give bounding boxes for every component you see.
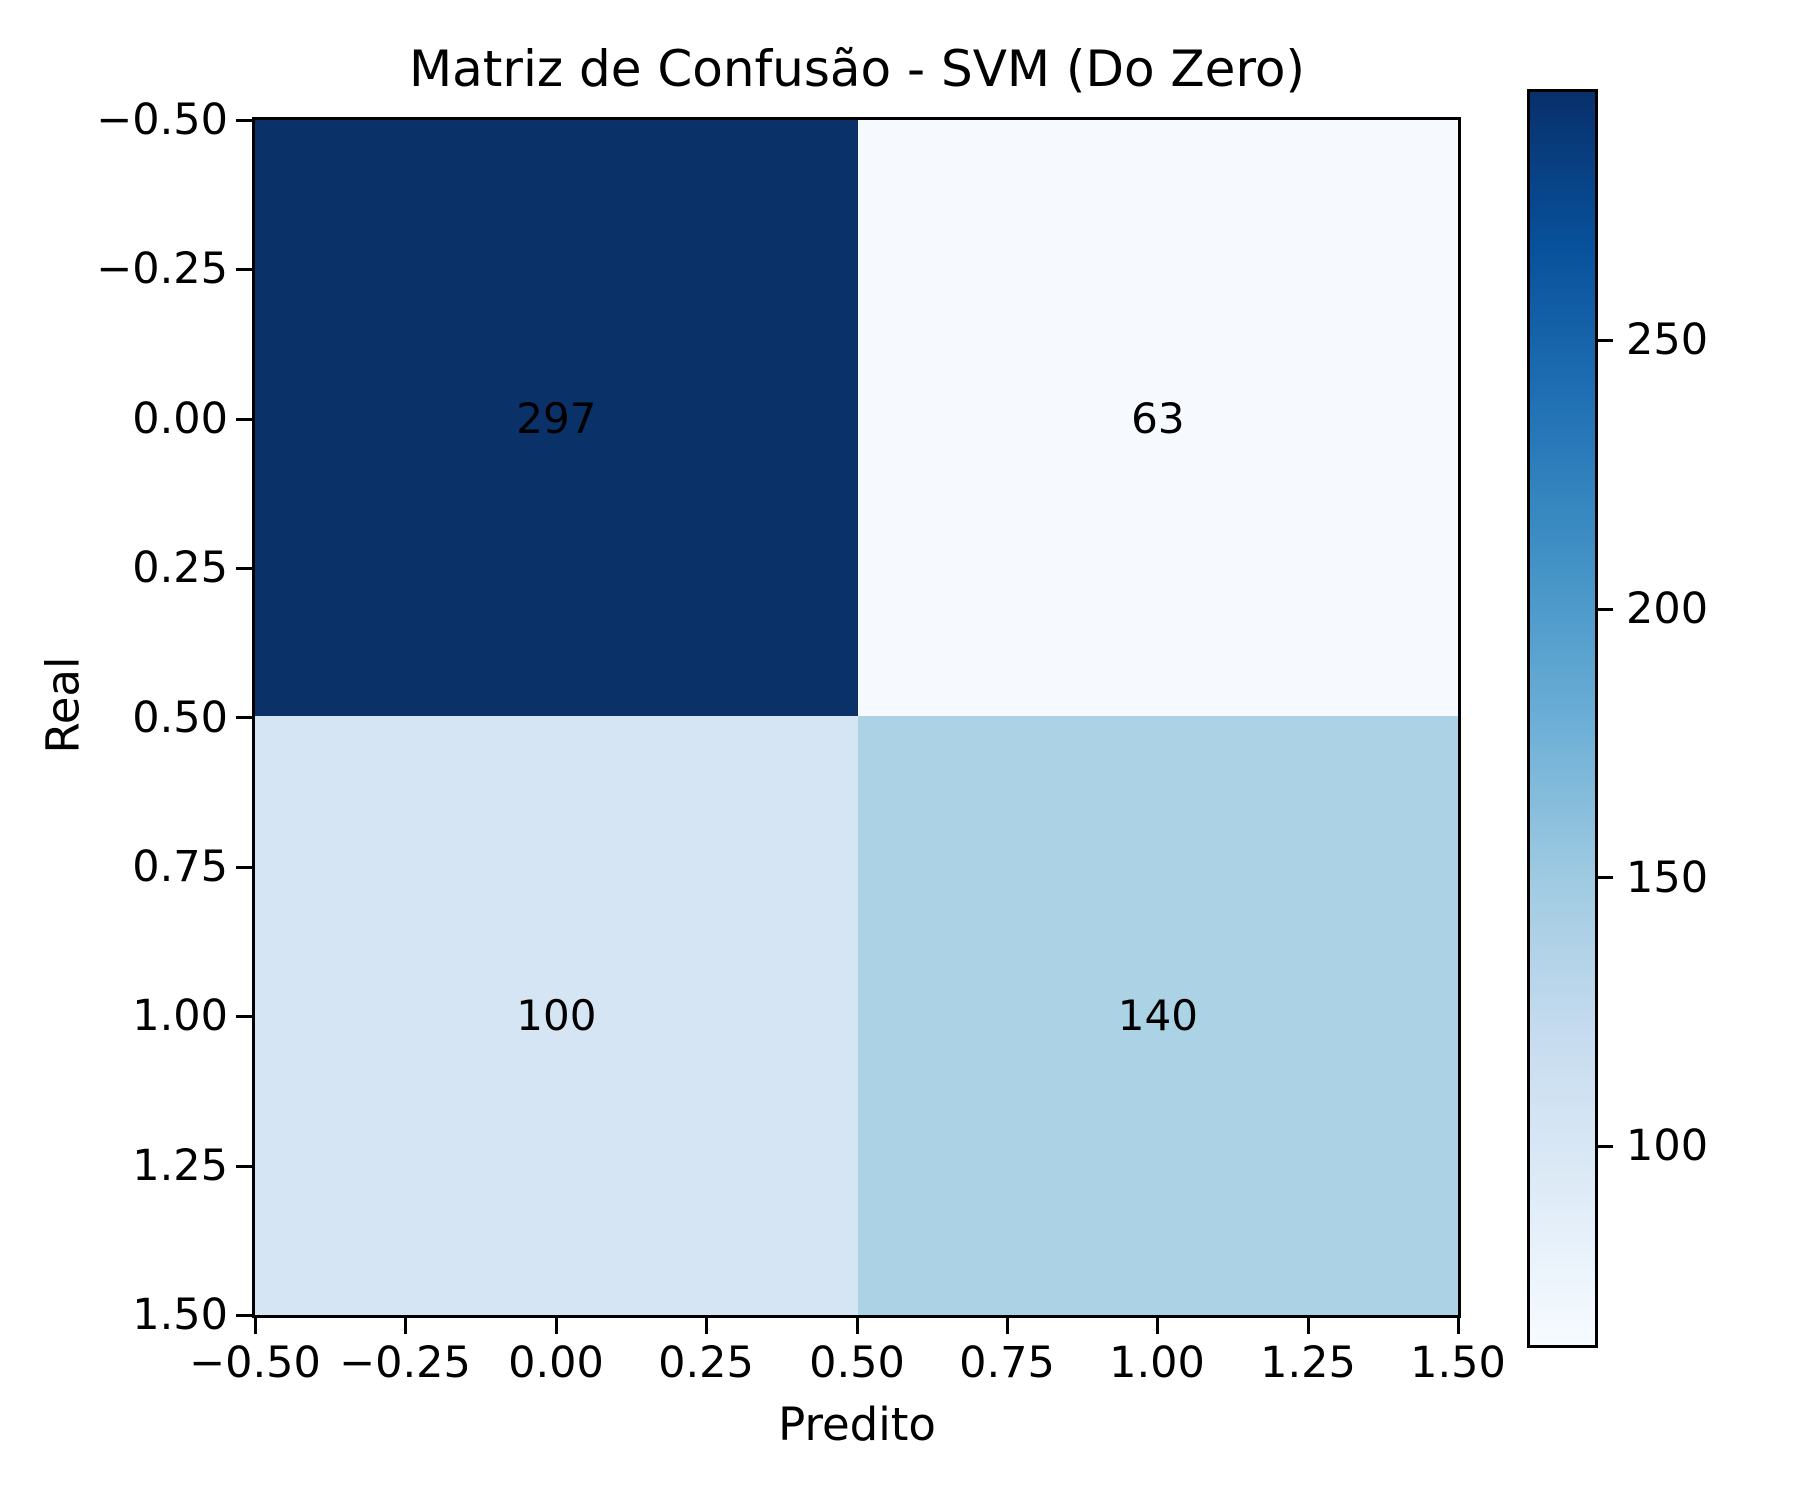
x-axis-tick-label: 0.00 — [508, 1338, 604, 1388]
colorbar-tick-label: 150 — [1626, 853, 1709, 903]
x-axis-tick-mark — [403, 1318, 407, 1334]
y-axis-tick-mark — [236, 1164, 252, 1168]
y-axis-tick-mark — [236, 865, 252, 869]
cell-value-label: 297 — [516, 393, 597, 443]
x-axis-tick-mark — [1155, 1318, 1159, 1334]
x-axis-tick-mark — [1005, 1318, 1009, 1334]
x-axis-tick-label: 0.25 — [658, 1338, 754, 1388]
y-axis-tick-label: 0.25 — [132, 543, 228, 593]
y-axis-tick-label: 1.25 — [132, 1141, 228, 1191]
y-axis-title: Real — [36, 656, 90, 754]
cell-value-label: 100 — [516, 991, 597, 1041]
y-axis-tick-mark — [236, 118, 252, 122]
x-axis-tick-label: −0.25 — [339, 1338, 471, 1388]
x-axis-tick-label: 0.50 — [809, 1338, 905, 1388]
y-axis-tick-label: 0.75 — [132, 842, 228, 892]
colorbar-tick-label: 250 — [1626, 315, 1709, 365]
x-axis-tick-mark — [855, 1318, 859, 1334]
colorbar-tick-mark — [1598, 1145, 1613, 1148]
x-axis-tick-mark — [554, 1318, 558, 1334]
y-axis-tick-label: 1.50 — [132, 1290, 228, 1340]
x-axis-tick-label: −0.50 — [189, 1338, 321, 1388]
y-axis-tick-label: 0.00 — [132, 394, 228, 444]
colorbar-tick-mark — [1598, 876, 1613, 879]
y-axis-tick-mark — [236, 267, 252, 271]
chart-title: Matriz de Confusão - SVM (Do Zero) — [409, 40, 1305, 98]
cell-value-label: 63 — [1131, 393, 1185, 443]
y-axis-tick-label: −0.25 — [96, 244, 228, 294]
colorbar-tick-label: 200 — [1626, 584, 1709, 634]
y-axis-tick-mark — [236, 566, 252, 570]
x-axis-tick-mark — [253, 1318, 257, 1334]
x-axis-tick-mark — [1306, 1318, 1310, 1334]
y-axis-tick-label: 0.50 — [132, 693, 228, 743]
x-axis-tick-label: 1.25 — [1260, 1338, 1356, 1388]
x-axis-tick-mark — [704, 1318, 708, 1334]
x-axis-title: Predito — [778, 1398, 936, 1451]
heatmap-cell-r0c1: 63 — [857, 120, 1458, 717]
heatmap-plot: 297 63 100 140 — [252, 117, 1461, 1318]
x-axis-tick-mark — [1456, 1318, 1460, 1334]
x-axis-tick-label: 1.00 — [1109, 1338, 1205, 1388]
colorbar-tick-label: 100 — [1626, 1121, 1709, 1171]
heatmap-cell-r1c1: 140 — [857, 716, 1458, 1315]
heatmap-cell-r1c0: 100 — [255, 716, 858, 1315]
y-axis-tick-mark — [236, 715, 252, 719]
y-axis-tick-mark — [236, 1014, 252, 1018]
x-axis-tick-label: 0.75 — [959, 1338, 1055, 1388]
heatmap-cell-r0c0: 297 — [255, 120, 858, 717]
cell-value-label: 140 — [1117, 991, 1198, 1041]
colorbar-tick-mark — [1598, 339, 1613, 342]
y-axis-tick-mark — [236, 1313, 252, 1317]
y-axis-tick-mark — [236, 417, 252, 421]
x-axis-tick-label: 1.50 — [1410, 1338, 1506, 1388]
y-axis-tick-label: 1.00 — [132, 991, 228, 1041]
colorbar-tick-mark — [1598, 608, 1613, 611]
colorbar-gradient — [1527, 89, 1598, 1348]
y-axis-tick-label: −0.50 — [96, 95, 228, 145]
